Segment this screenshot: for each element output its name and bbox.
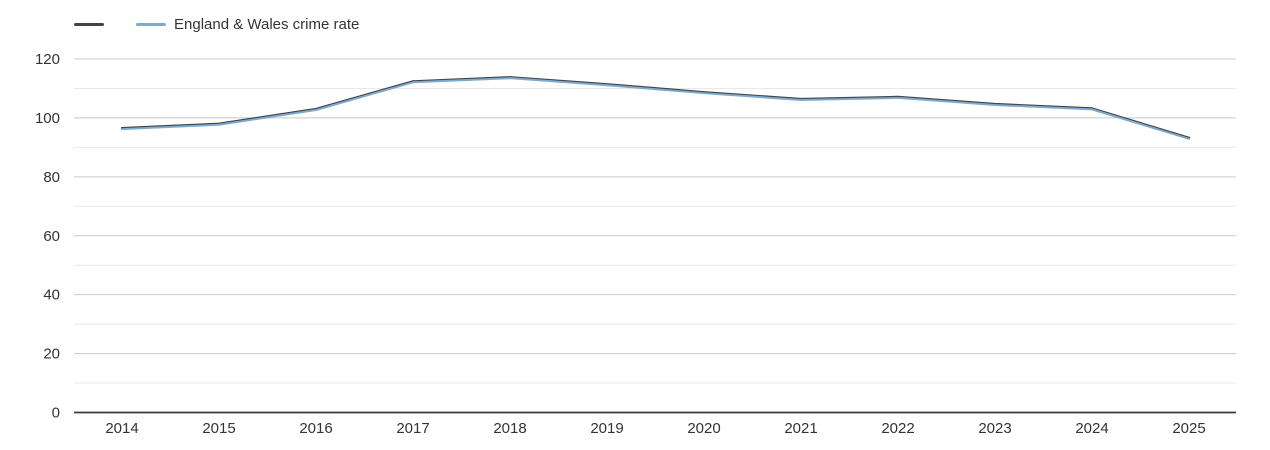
x-axis-tick-label: 2025 — [1172, 420, 1205, 437]
area-crime-rate-line — [120, 76, 1191, 140]
y-axis-tick-label: 20 — [43, 346, 60, 363]
x-axis-tick-label: 2019 — [590, 420, 623, 437]
x-axis-tick-label: 2016 — [299, 420, 332, 437]
legend-item-area-series[interactable] — [74, 23, 104, 26]
y-axis-tick-label: 0 — [52, 405, 60, 422]
y-axis-tick-label: 80 — [43, 169, 60, 186]
x-axis-tick-label: 2021 — [784, 420, 817, 437]
england-wales-label: England & Wales crime rate — [174, 16, 360, 33]
x-axis-tick-label: 2015 — [202, 420, 235, 437]
england-wales-swatch-line — [136, 23, 166, 26]
x-axis-tick-label: 2018 — [493, 420, 526, 437]
england-wales-crime-rate-line — [121, 77, 1190, 140]
x-axis-tick-label: 2020 — [687, 420, 720, 437]
chart-legend: England & Wales crime rate — [74, 16, 359, 33]
x-axis-tick-label: 2024 — [1075, 420, 1108, 437]
x-axis-tick-label: 2023 — [978, 420, 1011, 437]
y-axis-tick-label: 60 — [43, 228, 60, 245]
x-axis-tick-label: 2017 — [396, 420, 429, 437]
y-axis-tick-label: 100 — [35, 110, 60, 127]
area-series-swatch-line — [74, 23, 104, 26]
y-axis-tick-label: 40 — [43, 287, 60, 304]
x-axis-tick-label: 2022 — [881, 420, 914, 437]
x-axis-tick-label: 2014 — [105, 420, 138, 437]
legend-item-england-wales[interactable]: England & Wales crime rate — [136, 16, 359, 33]
y-axis-tick-label: 120 — [35, 51, 60, 68]
